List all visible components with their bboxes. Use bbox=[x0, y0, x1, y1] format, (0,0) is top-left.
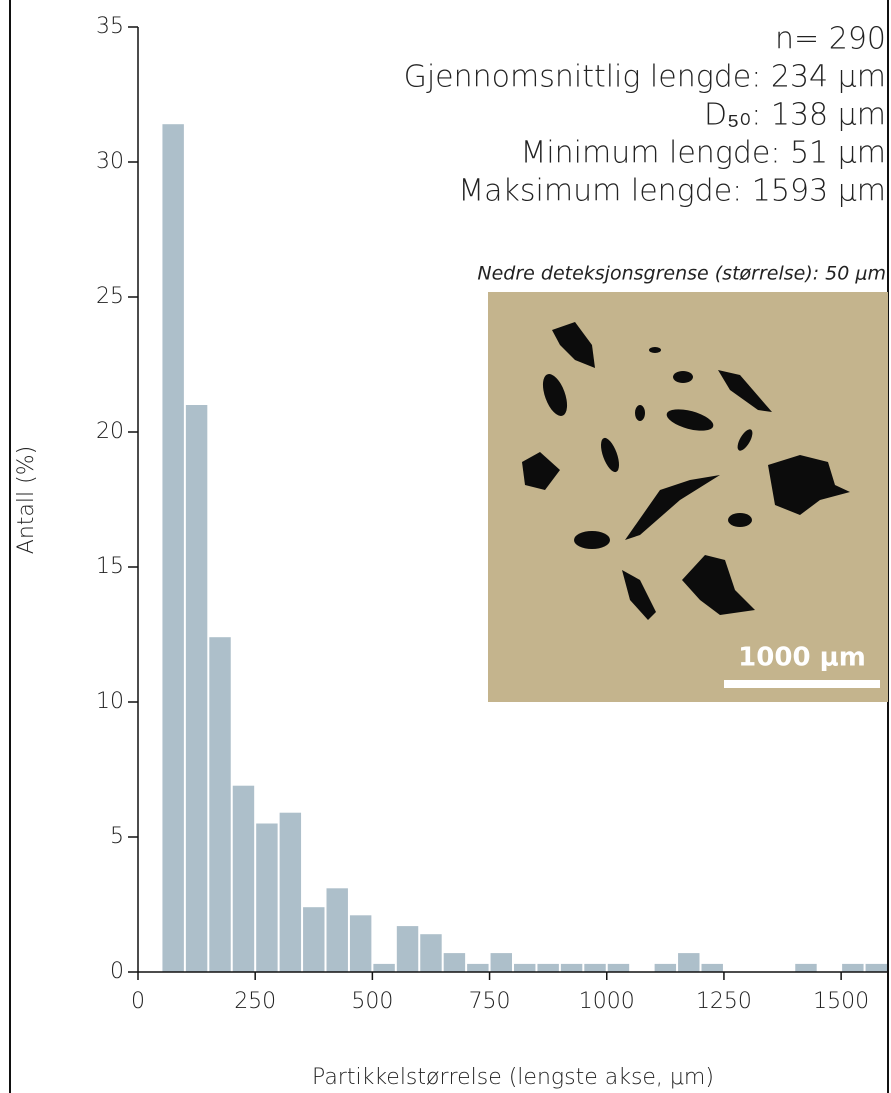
x-tick-label: 1250 bbox=[696, 989, 752, 1014]
bar bbox=[185, 405, 208, 972]
bar bbox=[443, 953, 466, 972]
bar bbox=[420, 934, 442, 972]
bar bbox=[842, 963, 864, 972]
y-tick-label: 35 bbox=[96, 14, 124, 39]
y-tick-label: 20 bbox=[96, 419, 124, 444]
bar bbox=[349, 915, 372, 972]
annotation: D₅₀: 138 μm bbox=[704, 98, 886, 133]
x-tick-label: 750 bbox=[469, 989, 511, 1014]
annotation: Maksimum lengde: 1593 μm bbox=[458, 174, 886, 209]
bar bbox=[209, 637, 231, 972]
x-axis-label: Partikkelstørrelse (lengste akse, μm) bbox=[312, 1065, 714, 1090]
bar bbox=[326, 888, 348, 972]
y-tick-label: 0 bbox=[110, 959, 124, 984]
bar bbox=[514, 963, 536, 972]
bar bbox=[490, 953, 512, 972]
annotation: n= 290 bbox=[775, 22, 886, 57]
bar bbox=[396, 926, 419, 972]
scale-bar-label: 1000 μm bbox=[738, 643, 866, 673]
bar bbox=[303, 907, 325, 972]
bar bbox=[654, 963, 677, 972]
y-tick-label: 10 bbox=[96, 689, 124, 714]
x-tick-label: 1500 bbox=[813, 989, 869, 1014]
bar bbox=[373, 963, 395, 972]
x-tick-label: 1000 bbox=[579, 989, 635, 1014]
x-tick-label: 0 bbox=[131, 989, 145, 1014]
x-tick-label: 250 bbox=[234, 989, 276, 1014]
bar bbox=[584, 963, 606, 972]
bar bbox=[467, 963, 489, 972]
bar bbox=[279, 812, 302, 972]
bar bbox=[701, 963, 723, 972]
note: Nedre deteksjonsgrense (størrelse): 50 μ… bbox=[477, 263, 886, 285]
y-tick-label: 15 bbox=[96, 554, 124, 579]
bar bbox=[865, 963, 887, 972]
bar bbox=[607, 963, 630, 972]
annotation: Gjennomsnittlig lengde: 234 μm bbox=[404, 60, 886, 95]
x-tick-label: 500 bbox=[351, 989, 393, 1014]
y-tick-label: 30 bbox=[96, 149, 124, 174]
photo: 1000 μm bbox=[488, 292, 888, 702]
annotation: Minimum lengde: 51 μm bbox=[520, 136, 886, 171]
bar bbox=[560, 963, 583, 972]
bar bbox=[232, 785, 255, 972]
bar bbox=[537, 963, 559, 972]
y-axis-label: Antall (%) bbox=[14, 446, 39, 554]
y-tick-label: 5 bbox=[110, 824, 124, 849]
bar bbox=[795, 963, 817, 972]
bar bbox=[678, 953, 700, 972]
bar bbox=[256, 823, 278, 972]
y-tick-label: 25 bbox=[96, 284, 124, 309]
bar bbox=[162, 124, 184, 972]
